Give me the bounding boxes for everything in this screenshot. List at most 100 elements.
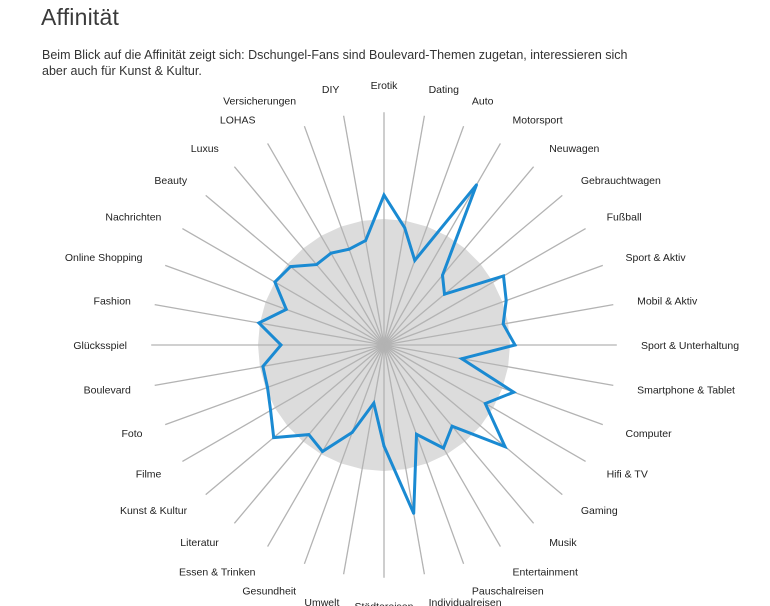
category-label: Versicherungen: [223, 96, 296, 108]
category-label: Online Shopping: [65, 252, 143, 264]
category-label: Essen & Trinken: [179, 567, 256, 579]
category-label: Sport & Aktiv: [626, 252, 687, 264]
axis-line: [383, 143, 501, 346]
data-point: [501, 322, 505, 326]
category-label: Beauty: [154, 175, 187, 187]
data-point: [475, 183, 478, 187]
axis-line: [164, 344, 385, 426]
category-label: Städtereisen: [355, 601, 414, 606]
axis-line: [383, 264, 604, 346]
page-subtitle: Beim Blick auf die Affinität zeigt sich:…: [42, 48, 628, 78]
axis-line: [342, 344, 385, 575]
data-point: [315, 263, 318, 266]
axis-line: [383, 166, 535, 346]
data-point: [266, 386, 269, 389]
data-point: [329, 251, 333, 255]
category-label: Foto: [121, 428, 142, 440]
axis-line: [383, 125, 465, 346]
data-point: [321, 450, 324, 453]
axis-line: [383, 344, 465, 565]
axis-line: [182, 344, 385, 462]
data-point: [350, 431, 354, 434]
category-label: Pauschalreisen: [472, 586, 544, 598]
category-label: Gebrauchtwagen: [581, 175, 661, 187]
category-label: Erotik: [371, 80, 399, 92]
category-label: Entertainment: [513, 567, 578, 579]
category-label: Filme: [136, 469, 162, 481]
data-point: [403, 226, 407, 230]
category-label: Boulevard: [84, 385, 131, 397]
category-label: Glücksspiel: [73, 340, 127, 352]
category-label: Individualreisen: [429, 597, 502, 606]
category-label: Neuwagen: [549, 143, 599, 155]
axis-line: [383, 194, 563, 346]
category-label: Gesundheit: [242, 586, 296, 598]
data-point: [513, 343, 517, 347]
data-point: [512, 390, 516, 394]
axis-line: [164, 264, 385, 346]
data-point: [483, 402, 487, 405]
axis-line: [154, 344, 385, 387]
category-label: Computer: [626, 428, 673, 440]
data-point: [269, 409, 272, 412]
category-label: LOHAS: [220, 114, 256, 126]
axis-line: [383, 228, 586, 346]
category-label: Nachrichten: [105, 212, 161, 224]
data-point: [284, 308, 288, 311]
data-point: [273, 280, 277, 284]
category-label: Hifi & TV: [607, 469, 648, 481]
axis-line: [267, 143, 385, 346]
data-point: [279, 343, 283, 347]
category-label: Smartphone & Tablet: [637, 385, 735, 397]
axis-line: [383, 344, 563, 496]
data-point: [442, 446, 445, 450]
axis-line: [383, 303, 614, 346]
axis-line: [383, 344, 535, 524]
axis-line: [342, 115, 385, 346]
data-point: [289, 265, 292, 268]
data-point: [364, 239, 367, 243]
category-label: Dating: [429, 84, 460, 96]
axis-line: [182, 228, 385, 346]
category-label: Auto: [472, 96, 494, 108]
data-point: [257, 321, 261, 325]
category-label: Gaming: [581, 505, 618, 517]
page-title: Affinität: [41, 4, 120, 30]
axis-line: [267, 344, 385, 547]
category-label: DIY: [322, 84, 340, 96]
category-label: Literatur: [180, 537, 219, 549]
axis-line: [205, 194, 385, 346]
data-point: [261, 365, 265, 368]
axis-line: [303, 125, 385, 346]
data-point: [503, 445, 507, 448]
category-label: Sport & Unterhaltung: [641, 340, 739, 352]
data-point: [415, 432, 418, 436]
category-label: Umwelt: [304, 597, 339, 606]
data-point: [412, 512, 416, 515]
category-label: Motorsport: [513, 114, 563, 126]
data-point: [272, 436, 276, 439]
data-point: [441, 273, 444, 277]
data-point: [504, 299, 508, 302]
data-point: [382, 444, 386, 448]
axis-line: [383, 344, 614, 387]
data-point: [413, 259, 417, 262]
data-point: [307, 433, 311, 436]
data-point: [443, 292, 446, 296]
category-label: Fußball: [607, 212, 642, 224]
axis-line: [205, 344, 385, 496]
axis-line: [233, 166, 385, 346]
category-label: Musik: [549, 537, 577, 549]
axis-line: [303, 344, 385, 565]
data-point: [347, 247, 351, 251]
data-point: [502, 274, 505, 278]
data-point: [450, 424, 454, 428]
category-label: Kunst & Kultur: [120, 505, 188, 517]
category-label: Fashion: [94, 295, 132, 307]
axis-line: [154, 303, 385, 346]
axis-line: [383, 344, 426, 575]
axis-line: [383, 344, 604, 426]
data-point: [372, 401, 376, 405]
category-label: Luxus: [191, 143, 219, 155]
